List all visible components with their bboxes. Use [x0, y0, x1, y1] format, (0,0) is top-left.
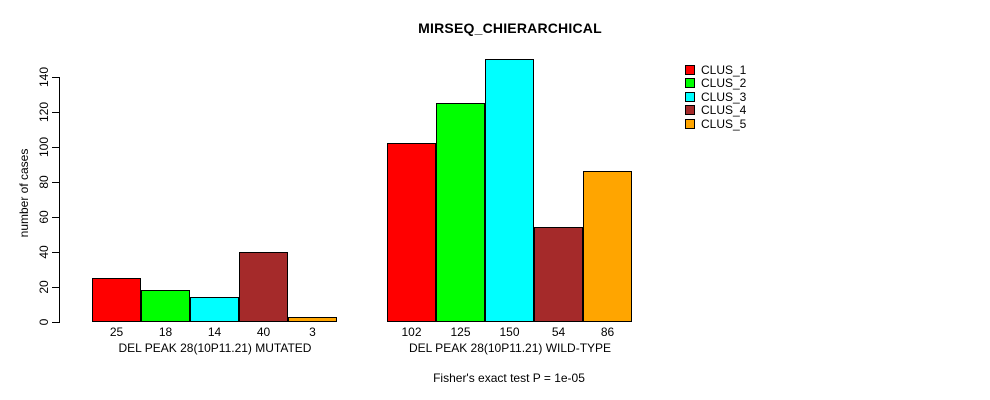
bar-clus_5-group1 — [288, 317, 337, 322]
y-axis-label: number of cases — [17, 148, 31, 238]
y-axis-tick-label: 120 — [37, 101, 51, 123]
y-axis-tick — [52, 182, 59, 183]
legend-label: CLUS_4 — [701, 103, 747, 117]
fisher-test-footnote: Fisher's exact test P = 1e-05 — [433, 371, 585, 385]
legend-label: CLUS_5 — [701, 117, 747, 131]
bar-clus_3-group1 — [190, 297, 239, 322]
y-axis-tick — [52, 287, 59, 288]
x-axis-group-label-wildtype: DEL PEAK 28(10P11.21) WILD-TYPE — [408, 341, 612, 355]
y-axis-tick — [52, 147, 59, 148]
legend-label: CLUS_3 — [701, 90, 747, 104]
legend-item-clus_4: CLUS_4 — [685, 104, 746, 116]
y-axis-tick — [52, 322, 59, 323]
y-axis-tick-label: 60 — [37, 210, 51, 224]
bar-clus_1-group1 — [92, 278, 141, 322]
bar-clus_2-group2 — [436, 103, 485, 322]
bar-value-label: 25 — [109, 325, 124, 339]
legend-label: CLUS_1 — [701, 63, 747, 77]
bar-value-label: 125 — [450, 325, 471, 339]
bar-value-label: 150 — [499, 325, 520, 339]
legend-item-clus_5: CLUS_5 — [685, 118, 746, 130]
legend-swatch-clus_4 — [685, 105, 695, 115]
bar-clus_5-group2 — [583, 171, 632, 322]
bar-value-label: 40 — [256, 325, 271, 339]
legend-swatch-clus_3 — [685, 92, 695, 102]
legend-item-clus_1: CLUS_1 — [685, 64, 746, 76]
bar-clus_4-group2 — [534, 227, 583, 322]
y-axis-tick-label: 20 — [37, 280, 51, 294]
bar-value-label: 18 — [158, 325, 173, 339]
y-axis-tick-label: 80 — [37, 175, 51, 189]
bar-value-label: 14 — [207, 325, 222, 339]
y-axis-tick — [52, 252, 59, 253]
legend-swatch-clus_2 — [685, 78, 695, 88]
bar-clus_3-group2 — [485, 59, 534, 322]
y-axis-tick-label: 0 — [37, 318, 51, 326]
bar-value-label: 86 — [600, 325, 615, 339]
y-axis-tick — [52, 112, 59, 113]
y-axis-line — [59, 77, 60, 323]
legend-swatch-clus_1 — [685, 65, 695, 75]
bar-clus_4-group1 — [239, 252, 288, 322]
bar-clus_1-group2 — [387, 143, 436, 322]
legend-item-clus_3: CLUS_3 — [685, 91, 746, 103]
y-axis-tick — [52, 217, 59, 218]
legend-label: CLUS_2 — [701, 76, 747, 90]
y-axis-tick-label: 140 — [37, 66, 51, 88]
chart-title: MIRSEQ_CHIERARCHICAL — [418, 20, 602, 36]
bar-clus_2-group1 — [141, 290, 190, 322]
bar-value-label: 3 — [309, 325, 316, 339]
y-axis-tick-label: 100 — [37, 136, 51, 158]
bar-value-label: 54 — [551, 325, 566, 339]
y-axis-tick — [52, 77, 59, 78]
legend-item-clus_2: CLUS_2 — [685, 77, 746, 89]
legend-swatch-clus_5 — [685, 119, 695, 129]
bar-value-label: 102 — [401, 325, 422, 339]
x-axis-group-label-mutated: DEL PEAK 28(10P11.21) MUTATED — [118, 341, 312, 355]
y-axis-tick-label: 40 — [37, 245, 51, 259]
